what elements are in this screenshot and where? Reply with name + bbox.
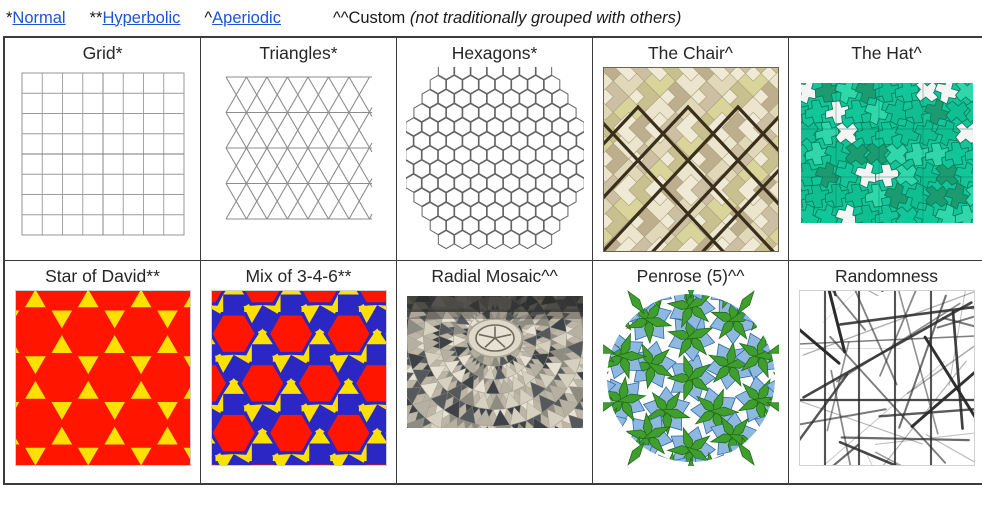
legend-marker-normal: *	[6, 8, 13, 27]
legend-marker-aperiodic: ^	[204, 8, 213, 27]
art-penrose	[602, 290, 779, 467]
art-star-of-david	[14, 290, 191, 467]
legend-marker-hyperbolic: **	[89, 8, 103, 27]
cell-title: Hexagons*	[451, 43, 538, 63]
cell-title: The Hat^	[851, 43, 922, 63]
legend-link-normal[interactable]: Normal	[12, 8, 66, 27]
art-randomness	[798, 290, 975, 467]
cell-randomness[interactable]: Randomness	[788, 260, 982, 485]
cell-hexagons[interactable]: Hexagons*	[396, 36, 593, 261]
tilings-table: Grid*	[3, 36, 982, 485]
art-triangles	[210, 67, 388, 249]
cell-mix-346[interactable]: Mix of 3-4-6**	[200, 260, 397, 485]
cell-star-of-david[interactable]: Star of David**	[3, 260, 201, 485]
cell-title: Penrose (5)^^	[636, 266, 745, 286]
art-radial-mosaic	[406, 296, 583, 429]
cell-title: Triangles*	[259, 43, 338, 63]
art-the-hat	[800, 83, 973, 224]
cell-grid[interactable]: Grid*	[3, 36, 201, 261]
legend-label-custom: Custom	[348, 8, 406, 27]
cell-penrose[interactable]: Penrose (5)^^	[592, 260, 789, 485]
cell-title: Randomness	[834, 266, 939, 286]
legend-marker-custom: ^^	[332, 8, 349, 27]
cell-title: Grid*	[82, 43, 123, 63]
legend-item-hyperbolic: **Hyperbolic	[90, 9, 181, 28]
cell-title: The Chair^	[647, 43, 734, 63]
table-row: Star of David** Mix of 3-4-6** Radial Mo…	[3, 260, 982, 485]
art-hexagons	[405, 67, 584, 250]
legend-link-hyperbolic[interactable]: Hyperbolic	[102, 8, 181, 27]
art-the-chair	[602, 67, 779, 253]
art-grid	[14, 67, 192, 249]
art-mix-346	[210, 290, 387, 467]
cell-title: Mix of 3-4-6**	[245, 266, 352, 286]
cell-the-chair[interactable]: The Chair^	[592, 36, 789, 261]
legend-link-aperiodic[interactable]: Aperiodic	[212, 8, 281, 27]
legend-item-custom: ^^Custom (not traditionally grouped with…	[333, 9, 681, 28]
legend-note-custom: (not traditionally grouped with others)	[409, 8, 682, 27]
legend-bar: *Normal **Hyperbolic ^Aperiodic ^^Custom…	[0, 0, 982, 36]
cell-title: Radial Mosaic^^	[431, 266, 558, 286]
cell-title: Star of David**	[45, 266, 160, 286]
table-row: Grid*	[3, 36, 982, 261]
cell-the-hat[interactable]: The Hat^	[788, 36, 982, 261]
cell-triangles[interactable]: Triangles*	[200, 36, 397, 261]
cell-radial-mosaic[interactable]: Radial Mosaic^^	[396, 260, 593, 485]
legend-item-normal: *Normal	[6, 9, 66, 28]
legend-item-aperiodic: ^Aperiodic	[204, 9, 281, 28]
